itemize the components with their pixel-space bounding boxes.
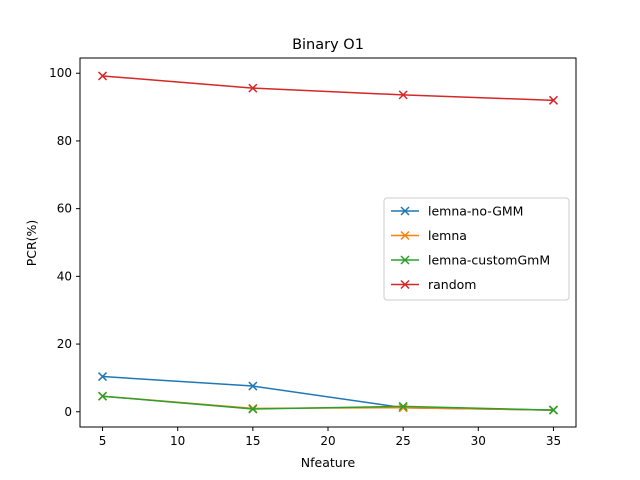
data-point xyxy=(548,95,558,105)
plot-series xyxy=(98,71,558,415)
x-tick-label: 5 xyxy=(99,434,107,448)
data-point xyxy=(98,71,108,81)
data-point xyxy=(248,404,258,414)
x-tick-label: 20 xyxy=(320,434,335,448)
y-tick-label: 40 xyxy=(57,269,72,283)
x-tick-label: 30 xyxy=(471,434,486,448)
y-tick-label: 80 xyxy=(57,134,72,148)
data-point xyxy=(98,372,108,382)
legend-label: lemna-no-GMM xyxy=(428,204,523,219)
x-axis-label: Nfeature xyxy=(301,455,356,470)
legend-item: random xyxy=(391,277,476,292)
series-line xyxy=(102,75,554,102)
legend-label: lemna xyxy=(428,228,467,243)
x-tick-label: 10 xyxy=(170,434,185,448)
data-point xyxy=(398,403,408,413)
axis-ticks: 5 10 15 20 25 30 35 0 20 40 60 80 100 xyxy=(49,66,561,448)
y-tick-label: 100 xyxy=(49,66,72,80)
data-point xyxy=(248,83,258,93)
y-tick-label: 0 xyxy=(64,405,72,419)
chart-title: Binary O1 xyxy=(292,37,364,53)
x-tick-label: 25 xyxy=(396,434,411,448)
legend-item: lemna-no-GMM xyxy=(391,204,523,219)
legend-label: random xyxy=(428,277,476,292)
data-point xyxy=(398,90,408,100)
data-point xyxy=(398,401,408,411)
plot-frame xyxy=(79,57,577,428)
legend-item: lemna xyxy=(391,228,467,243)
legend-marker xyxy=(400,206,410,216)
legend-box xyxy=(383,197,570,301)
x-tick-label: 35 xyxy=(546,434,561,448)
series-line xyxy=(102,395,554,411)
legend-marker xyxy=(400,230,410,241)
series-lemna-customGmM xyxy=(98,391,558,415)
data-point xyxy=(548,405,558,415)
y-axis-label: PCR(%) xyxy=(24,220,39,267)
x-tick-label: 15 xyxy=(245,434,260,448)
data-point xyxy=(248,381,258,391)
legend-marker xyxy=(400,279,410,290)
series-random xyxy=(98,71,558,105)
data-point xyxy=(98,391,108,401)
y-tick-label: 60 xyxy=(57,202,72,216)
legend: lemna-no-GMM lemna lemna-customGmM random xyxy=(383,197,570,301)
y-tick-label: 20 xyxy=(57,337,72,351)
legend-marker xyxy=(400,255,410,265)
legend-item: lemna-customGmM xyxy=(391,253,550,268)
legend-label: lemna-customGmM xyxy=(428,253,550,268)
